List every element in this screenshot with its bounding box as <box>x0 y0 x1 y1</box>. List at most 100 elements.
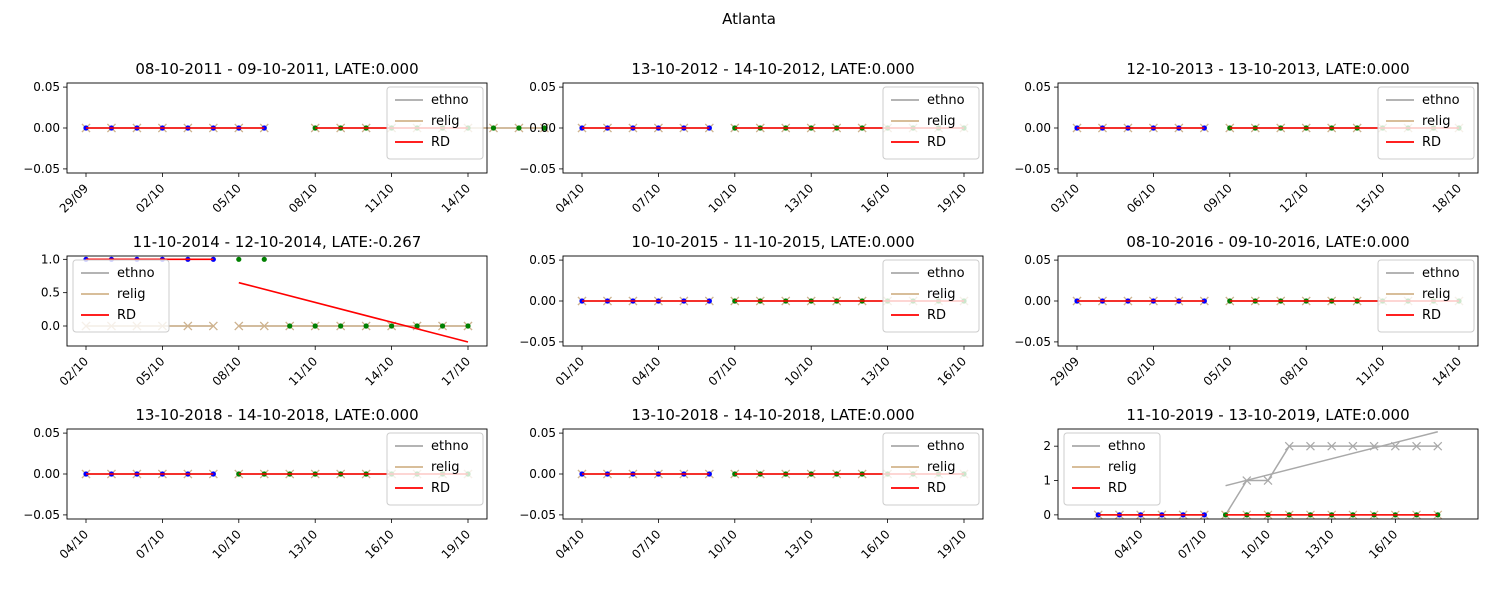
subplot-1: 08-10-2011 - 09-10-2011, LATE:0.000 −0.05… <box>23 60 549 216</box>
subplot-title: 08-10-2011 - 09-10-2011, LATE:0.000 <box>135 60 418 78</box>
outcome-point <box>338 323 344 329</box>
outcome-point <box>389 323 395 329</box>
outcome-point <box>706 471 712 477</box>
legend-box <box>882 86 980 160</box>
legend-box <box>386 432 484 506</box>
y-tick-label: 0.05 <box>529 426 556 440</box>
legend-label-RD: RD <box>117 308 136 323</box>
x-tick-label: 16/10 <box>362 527 396 561</box>
subplot-title: 11-10-2019 - 13-10-2019, LATE:0.000 <box>1126 406 1409 424</box>
y-tick-label: −0.05 <box>1014 335 1051 349</box>
legend-label-ethno: ethno <box>1422 266 1460 281</box>
legend-label-RD: RD <box>1422 135 1441 150</box>
legend: ethno relig RD <box>72 259 170 333</box>
y-tick-label: 0.00 <box>1024 294 1051 308</box>
x-tick-label: 14/10 <box>439 181 473 215</box>
y-tick-label: 0.05 <box>1024 80 1051 94</box>
x-tick-label: 11/10 <box>362 181 396 215</box>
legend-label-RD: RD <box>927 135 946 150</box>
x-tick-label: 02/10 <box>133 181 167 215</box>
axes-frame <box>562 428 984 520</box>
figure-title: Atlanta <box>722 10 776 28</box>
x-tick-label: 16/10 <box>1366 527 1400 561</box>
legend-box <box>882 432 980 506</box>
outcome-point <box>287 323 293 329</box>
axes-frame <box>562 82 984 174</box>
x-tick-label: 10/10 <box>706 181 740 215</box>
x-tick-label: 29/09 <box>57 181 91 215</box>
x-tick-label: 07/10 <box>1175 527 1209 561</box>
x-tick-label: 07/10 <box>629 527 663 561</box>
x-tick-label: 04/10 <box>629 354 663 388</box>
outcome-point <box>236 471 242 477</box>
ethno-fit-line <box>1225 431 1438 487</box>
legend-label-relig: relig <box>927 460 956 475</box>
legend-label-RD: RD <box>927 481 946 496</box>
legend-label-ethno: ethno <box>117 266 155 281</box>
legend: ethno relig RD <box>386 86 484 160</box>
legend-label-ethno: ethno <box>927 439 965 454</box>
relig-marker <box>208 321 218 331</box>
rd-line <box>238 281 469 343</box>
y-tick-label: 1.0 <box>41 252 60 266</box>
y-tick-label: −0.05 <box>23 162 60 176</box>
subplot-9: 11-10-2019 - 13-10-2019, LATE:0.000 0 1 2 04… <box>1043 406 1479 562</box>
axes-frame <box>562 255 984 347</box>
legend-label-RD: RD <box>1422 308 1441 323</box>
legend-label-ethno: ethno <box>431 93 469 108</box>
ethno-marker <box>1390 441 1400 451</box>
x-tick-label: 16/10 <box>935 354 969 388</box>
outcome-point <box>541 125 548 131</box>
subplot-title: 12-10-2013 - 13-10-2013, LATE:0.000 <box>1126 60 1409 78</box>
x-tick-label: 14/10 <box>1430 354 1464 388</box>
y-tick-label: 0.05 <box>529 80 556 94</box>
legend: ethno relig RD <box>882 432 980 506</box>
y-tick-label: 0.00 <box>33 121 60 135</box>
y-tick-label: −0.05 <box>1014 162 1051 176</box>
axes-frame <box>1057 255 1479 347</box>
subplot-title: 13-10-2018 - 14-10-2018, LATE:0.000 <box>135 406 418 424</box>
outcome-point <box>363 323 369 329</box>
legend-box <box>1377 86 1475 160</box>
legend-label-RD: RD <box>927 308 946 323</box>
legend: ethno relig RD <box>882 259 980 333</box>
ethno-marker <box>1412 441 1421 451</box>
y-tick-label: 0.05 <box>33 80 60 94</box>
x-tick-label: 07/10 <box>706 354 740 388</box>
legend: ethno relig RD <box>386 432 484 506</box>
x-tick-label: 08/10 <box>286 181 320 215</box>
y-tick-label: 0.00 <box>529 467 556 481</box>
axes-frame <box>1057 428 1479 520</box>
legend: ethno relig RD <box>1377 86 1475 160</box>
outcome-point <box>312 323 318 329</box>
x-tick-label: 10/10 <box>706 527 740 561</box>
subplot-8: 13-10-2018 - 14-10-2018, LATE:0.000 −0.05… <box>519 406 984 562</box>
ethno-marker <box>1284 441 1294 451</box>
x-tick-label: 03/10 <box>1048 181 1082 215</box>
subplot-title: 10-10-2015 - 11-10-2015, LATE:0.000 <box>631 233 914 251</box>
axes-frame <box>66 82 488 174</box>
legend-label-ethno: ethno <box>1108 439 1146 454</box>
y-tick-label: 0.00 <box>1024 121 1051 135</box>
x-tick-label: 14/10 <box>362 354 396 388</box>
ethno-marker <box>1263 476 1273 485</box>
y-tick-label: 0.0 <box>41 319 60 333</box>
x-tick-label: 15/10 <box>1353 181 1387 215</box>
x-tick-label: 05/10 <box>133 354 167 388</box>
x-tick-label: 07/10 <box>629 181 663 215</box>
x-tick-label: 08/10 <box>210 354 244 388</box>
legend-label-ethno: ethno <box>1422 93 1460 108</box>
relig-marker <box>259 321 269 331</box>
outcome-point <box>706 125 712 131</box>
outcome-point <box>414 323 420 329</box>
ethno-marker <box>1327 441 1337 451</box>
legend-label-ethno: ethno <box>431 439 469 454</box>
legend-label-RD: RD <box>431 481 450 496</box>
legend-box <box>882 259 980 333</box>
x-tick-label: 02/10 <box>1124 354 1158 388</box>
x-tick-label: 18/10 <box>1430 181 1464 215</box>
y-tick-label: 0.05 <box>1024 253 1051 267</box>
subplot-title: 08-10-2016 - 09-10-2016, LATE:0.000 <box>1126 233 1409 251</box>
outcome-point <box>261 256 267 262</box>
y-tick-label: 0 <box>1043 508 1051 522</box>
